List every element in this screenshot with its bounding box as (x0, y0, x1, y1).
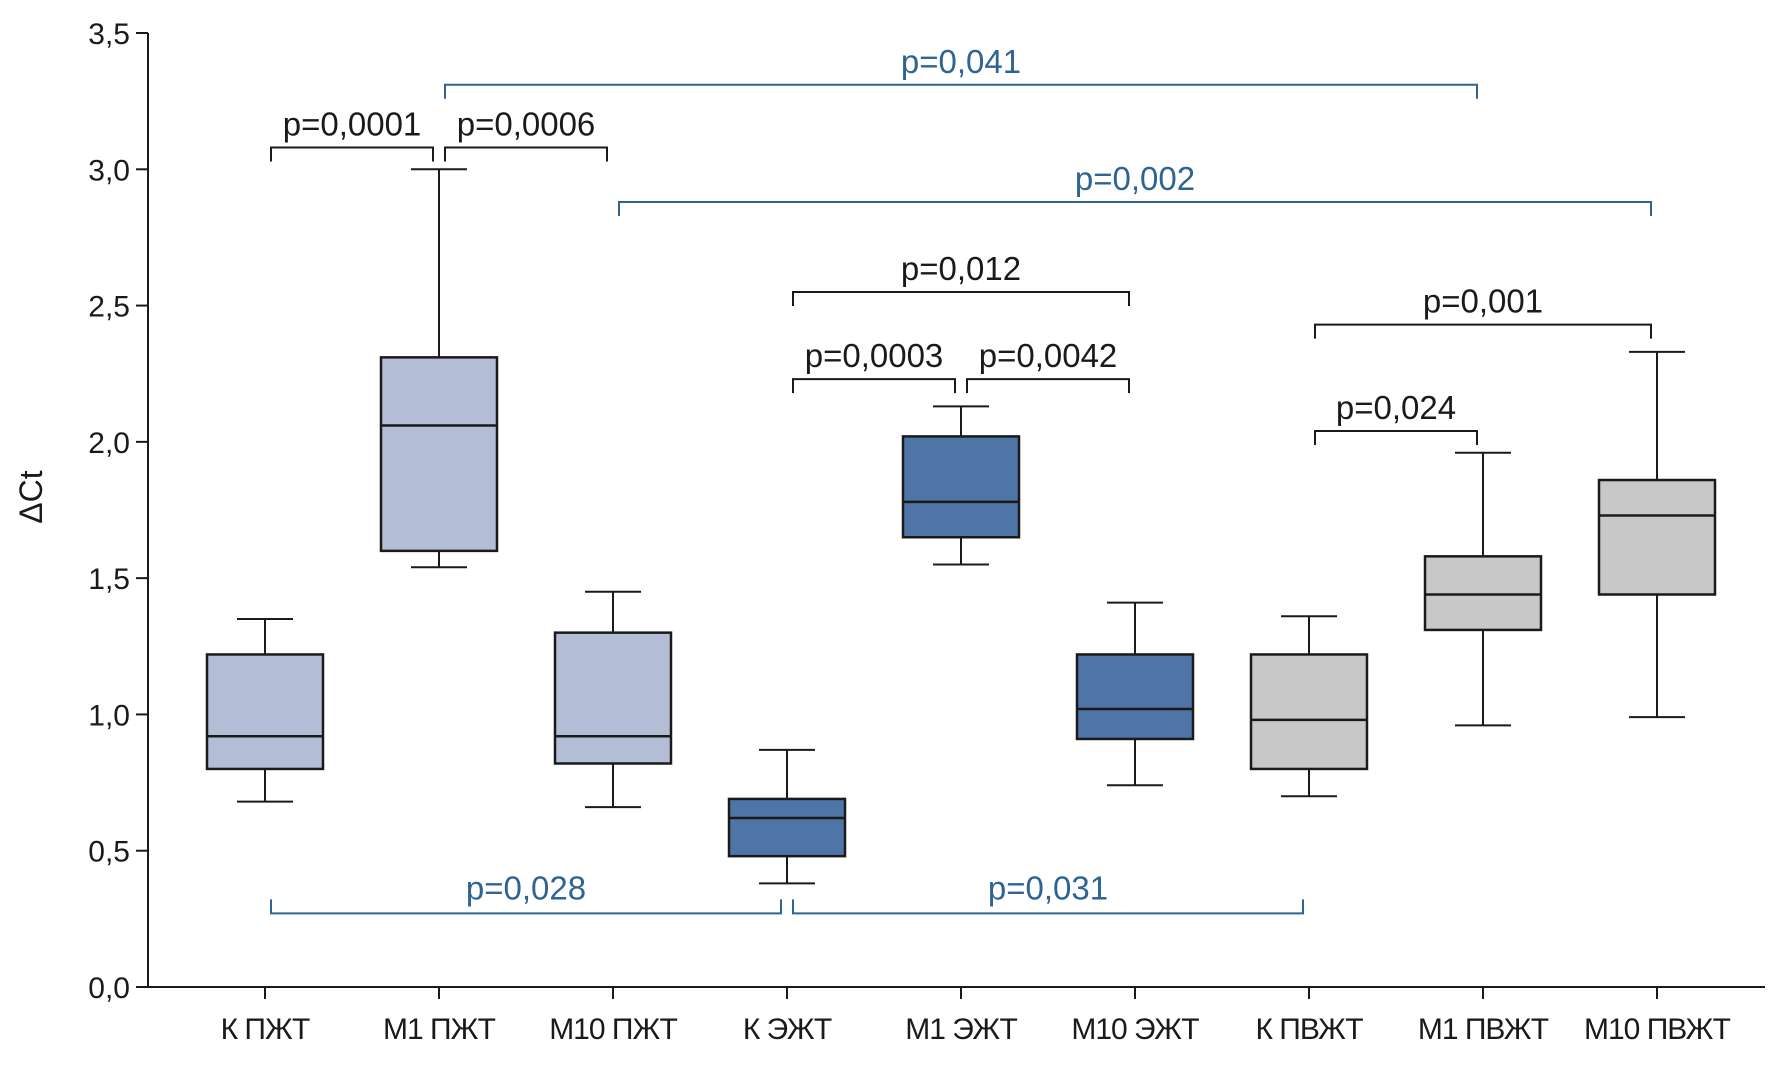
significance-bracket: p=0,002 (618, 160, 1652, 216)
p-value-label: p=0,024 (1336, 389, 1456, 426)
x-tick-label: М10 ПЖТ (549, 1013, 677, 1046)
p-value-label: p=0,0042 (979, 337, 1118, 374)
y-tick-label: 2,0 (88, 427, 130, 460)
significance-bracket: p=0,001 (1314, 283, 1652, 339)
x-tick-label: М1 ЭЖТ (905, 1013, 1017, 1046)
bracket-line (444, 146, 608, 162)
significance-bracket: p=0,041 (444, 43, 1478, 99)
box-7 (1249, 615, 1369, 798)
x-tick-label: К ПЖТ (221, 1013, 310, 1046)
y-tick-label: 1,5 (88, 563, 130, 596)
iqr-box (205, 653, 325, 771)
x-tick-label: М1 ПЖТ (383, 1013, 496, 1046)
iqr-box (727, 797, 847, 858)
y-tick-label: 0,0 (88, 972, 130, 1005)
box-4 (727, 748, 847, 885)
x-tick-label: М1 ПВЖТ (1418, 1013, 1549, 1046)
iqr-box (1075, 653, 1195, 741)
bracket-line (1314, 429, 1478, 445)
bracket-line (618, 200, 1652, 216)
iqr-box (379, 356, 499, 553)
significance-bracket: p=0,031 (792, 869, 1304, 915)
significance-bracket: p=0,0003 (792, 337, 956, 394)
iqr-box (1249, 653, 1369, 771)
significance-bracket: p=0,0006 (444, 105, 608, 162)
box-8 (1423, 451, 1543, 727)
box-5 (901, 405, 1021, 566)
y-tick-label: 2,5 (88, 291, 130, 324)
x-tick-label: К ПВЖТ (1255, 1013, 1363, 1046)
bracket-line (966, 378, 1130, 394)
bracket-line (270, 899, 782, 915)
p-value-label: p=0,002 (1075, 160, 1195, 197)
bracket-line (792, 899, 1304, 915)
x-tick-label: К ЭЖТ (743, 1013, 832, 1046)
p-value-label: p=0,028 (466, 869, 586, 906)
iqr-box (901, 435, 1021, 539)
y-axis-title: ΔCt (13, 470, 49, 523)
box-2 (379, 168, 499, 569)
box-9 (1597, 350, 1717, 719)
bracket-line (270, 146, 434, 162)
significance-bracket: p=0,028 (270, 869, 782, 915)
p-value-label: p=0,0006 (457, 105, 596, 142)
box-3 (553, 590, 673, 809)
p-value-label: p=0,041 (901, 43, 1021, 80)
boxes (205, 168, 1717, 885)
y-tick-label: 1,0 (88, 699, 130, 732)
p-value-label: p=0,001 (1423, 283, 1543, 320)
significance-bracket: p=0,0042 (966, 337, 1130, 394)
bracket-line (792, 378, 956, 394)
p-value-label: p=0,012 (901, 250, 1021, 287)
p-value-label: p=0,0001 (283, 105, 422, 142)
bracket-line (1314, 323, 1652, 339)
y-tick-label: 3,5 (88, 18, 130, 51)
iqr-box (1597, 478, 1717, 596)
significance-bracket: p=0,0001 (270, 105, 434, 162)
y-tick-label: 0,5 (88, 836, 130, 869)
y-tick-label: 3,0 (88, 154, 130, 187)
significance-bracket: p=0,024 (1314, 389, 1478, 445)
significance-bracket: p=0,012 (792, 250, 1130, 306)
x-tick-label: М10 ЭЖТ (1071, 1013, 1199, 1046)
p-value-label: p=0,031 (988, 869, 1108, 906)
annotations: p=0,0001 p=0,0006 p=0,041 p=0,002 p=0,012 p=0… (270, 43, 1652, 915)
bracket-line (444, 83, 1478, 99)
iqr-box (1423, 555, 1543, 632)
box-6 (1075, 601, 1195, 787)
iqr-box (553, 631, 673, 765)
axes: 0,0 0,5 1,0 1,5 2,0 2,5 3,0 3,5 К ПЖТ М1 ПЖТ М10 П… (88, 18, 1765, 1046)
p-value-label: p=0,0003 (805, 337, 944, 374)
x-tick-label: М10 ПВЖТ (1584, 1013, 1731, 1046)
box-1 (205, 618, 325, 803)
bracket-line (792, 290, 1130, 306)
